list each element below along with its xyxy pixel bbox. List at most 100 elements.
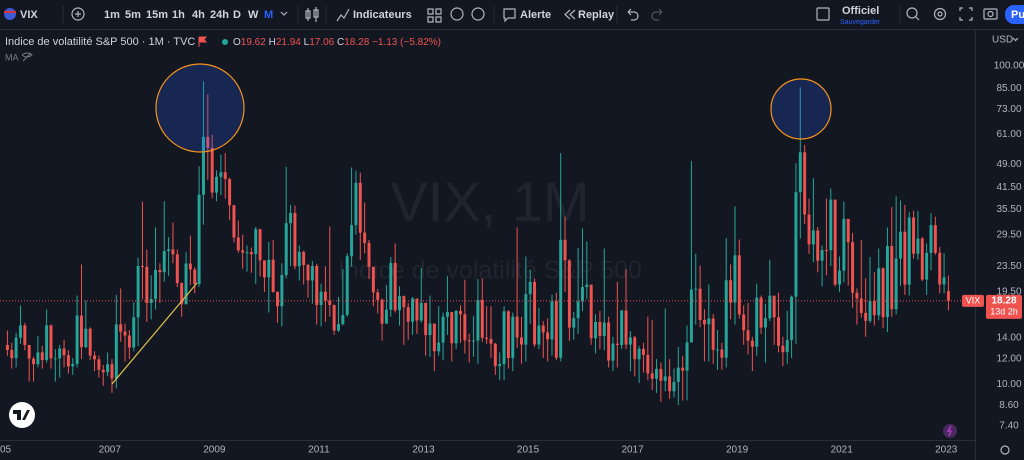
- candle-body: [411, 298, 415, 322]
- candle-body: [424, 302, 428, 336]
- layout-name[interactable]: Officiel: [842, 5, 879, 17]
- candle-body: [533, 281, 537, 345]
- save-button[interactable]: Sauvegarder: [840, 19, 881, 26]
- candle-body: [803, 152, 807, 215]
- ohlc-prefix: L: [304, 37, 310, 48]
- currency-label[interactable]: USD: [992, 35, 1013, 46]
- interval-button[interactable]: 15m: [146, 9, 168, 21]
- candle-body: [881, 268, 885, 318]
- axis-settings[interactable]: [1000, 445, 1010, 455]
- candle-body: [907, 217, 911, 285]
- candle-body: [459, 310, 462, 315]
- candle-body: [332, 305, 336, 331]
- trend-line[interactable]: [111, 282, 198, 385]
- y-tick-label: 35.50: [996, 204, 1021, 215]
- candle-body: [716, 349, 720, 351]
- chevron[interactable]: [280, 11, 288, 16]
- layout-icon[interactable]: [816, 7, 830, 21]
- candle-body: [367, 242, 371, 267]
- indicator-label[interactable]: MA: [5, 52, 19, 62]
- hide-icon[interactable]: [21, 52, 33, 62]
- chart-type-button[interactable]: [305, 7, 319, 22]
- candle-body: [711, 318, 715, 350]
- candle-body: [498, 364, 502, 367]
- countdown: 13d 2h: [990, 306, 1018, 316]
- circle-drawing[interactable]: [155, 63, 245, 153]
- candle-body: [633, 337, 637, 360]
- replay-button[interactable]: Replay: [578, 9, 615, 21]
- undo-button[interactable]: [627, 8, 639, 21]
- event-bolt: [947, 425, 952, 437]
- search-handle: [915, 16, 920, 21]
- ohlc-value: 21.94: [276, 37, 301, 48]
- x-tick-label: 05: [0, 445, 12, 456]
- candle-body: [454, 310, 458, 344]
- candle-body: [40, 352, 44, 361]
- y-tick-label: 61.00: [996, 129, 1021, 140]
- candle-body: [820, 250, 824, 261]
- toolbar: VIX 1m 5m 15m 1h 4h 24h D W M Indicateurs Alerte…: [0, 0, 1024, 30]
- candle-body: [750, 340, 754, 347]
- redo-button[interactable]: [651, 8, 663, 21]
- interval-button[interactable]: 24h: [210, 9, 229, 21]
- candle-body: [297, 251, 301, 267]
- candle-body: [119, 324, 123, 332]
- candle-body: [681, 367, 685, 371]
- publish-button[interactable]: [1005, 5, 1024, 24]
- candle-body: [777, 317, 780, 346]
- candle-body: [123, 331, 127, 336]
- candle-body: [10, 349, 14, 359]
- candle-body: [938, 252, 942, 285]
- circle-drawing[interactable]: [770, 78, 832, 140]
- interval-button[interactable]: M: [264, 9, 273, 21]
- interval-button[interactable]: 1h: [172, 9, 185, 21]
- candle-body: [659, 368, 663, 381]
- ohlc-prefix: O: [233, 37, 241, 48]
- y-tick-label: 12.00: [996, 354, 1021, 365]
- symbol[interactable]: VIX: [20, 9, 38, 21]
- fullscreen-button[interactable]: [959, 7, 973, 21]
- settings-button[interactable]: [933, 7, 947, 21]
- indicators-button[interactable]: Indicateurs: [353, 9, 412, 21]
- plus-icon: [75, 11, 81, 17]
- ohlc-legend: O19.62 H21.94 L17.06 C18.28 −1.13 (−5.82…: [233, 37, 441, 48]
- template-button[interactable]: [450, 7, 464, 21]
- alert-button[interactable]: Alerte: [520, 9, 551, 21]
- candle-body: [567, 260, 571, 328]
- candle-body: [594, 321, 598, 339]
- candle-body: [93, 355, 97, 360]
- candle-body: [798, 152, 802, 193]
- interval-button[interactable]: W: [248, 9, 259, 21]
- currency-chevron: [1012, 37, 1019, 42]
- publish-label[interactable]: Pu: [1011, 9, 1024, 21]
- layouts-button[interactable]: [427, 8, 442, 23]
- candle-body: [432, 323, 436, 352]
- snapshot-button[interactable]: [983, 8, 998, 20]
- candle-body: [824, 250, 828, 252]
- candle-body: [925, 252, 929, 280]
- candle-body: [772, 295, 776, 318]
- candle-body: [946, 291, 950, 301]
- candle-body: [450, 312, 454, 344]
- search-button[interactable]: [906, 7, 918, 19]
- candle-body: [493, 343, 497, 367]
- interval-button[interactable]: 4h: [192, 9, 205, 21]
- compare-button[interactable]: [71, 7, 85, 21]
- template-button[interactable]: [471, 7, 485, 21]
- candle-body: [515, 316, 519, 338]
- x-tick-label: 2021: [831, 445, 854, 456]
- candle-body: [563, 239, 567, 261]
- candle-body: [415, 298, 419, 321]
- candle-body: [162, 251, 166, 273]
- candle-body: [864, 312, 868, 321]
- interval-button[interactable]: 5m: [125, 9, 141, 21]
- candle-body: [663, 376, 667, 381]
- interval-button[interactable]: 1m: [104, 9, 120, 21]
- candle-body: [228, 179, 232, 206]
- interval-button[interactable]: D: [233, 9, 241, 21]
- price-tag: [986, 294, 1022, 319]
- candle-body: [293, 212, 297, 267]
- candle-body: [171, 249, 175, 255]
- candle-body: [97, 359, 101, 370]
